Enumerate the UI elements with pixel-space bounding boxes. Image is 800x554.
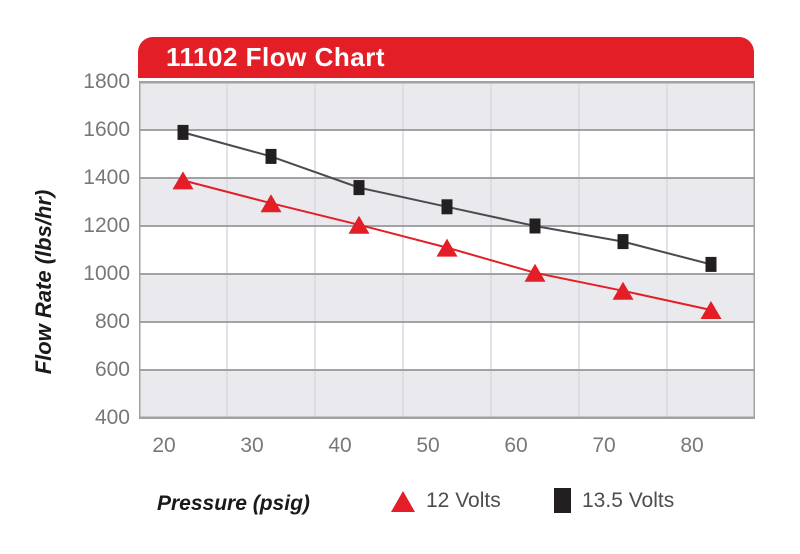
y-tick-label: 1000 <box>83 262 130 285</box>
triangle-data-marker <box>524 263 546 282</box>
x-tick-label: 60 <box>504 434 528 457</box>
square-data-marker <box>177 124 189 140</box>
y-tick-label: 400 <box>94 406 130 429</box>
plot-band <box>139 274 755 322</box>
triangle-marker-icon <box>391 490 415 512</box>
square-data-marker <box>353 180 365 196</box>
x-tick-label: 20 <box>152 434 176 457</box>
plot-area <box>139 81 755 419</box>
x-tick-label: 80 <box>680 434 704 457</box>
x-axis-title: Pressure (psig) <box>157 492 310 515</box>
x-tick-label: 70 <box>592 434 616 457</box>
legend-item-13-5-volts: 13.5 Volts <box>554 488 674 513</box>
y-tick-label: 1400 <box>83 166 130 189</box>
plot-band <box>139 322 755 370</box>
y-axis-title: Flow Rate (lbs/hr) <box>31 189 56 375</box>
chart-title: 11102 Flow Chart <box>166 42 385 72</box>
y-tick-label: 1600 <box>83 118 130 141</box>
square-data-marker <box>441 199 453 215</box>
triangle-data-marker <box>172 171 194 190</box>
plot-band <box>139 130 755 178</box>
triangle-data-marker <box>260 194 282 213</box>
chart-title-banner: 11102 Flow Chart <box>138 37 754 78</box>
legend-label-13-5-volts: 13.5 Volts <box>582 488 675 512</box>
square-marker-icon <box>554 488 571 513</box>
y-tick-label: 600 <box>94 358 130 381</box>
square-data-marker <box>705 256 717 272</box>
square-data-marker <box>265 148 277 164</box>
x-tick-label: 30 <box>240 434 264 457</box>
triangle-data-marker <box>348 215 370 234</box>
y-tick-label: 1200 <box>83 214 130 237</box>
triangle-data-marker <box>612 281 634 300</box>
plot-band <box>139 82 755 130</box>
y-tick-label: 800 <box>94 310 130 333</box>
legend-item-12-volts: 12 Volts <box>391 489 501 513</box>
square-data-marker <box>617 234 629 250</box>
x-tick-label: 50 <box>416 434 440 457</box>
square-data-marker <box>529 218 541 234</box>
y-tick-label: 1800 <box>83 70 130 93</box>
x-tick-label: 40 <box>328 434 352 457</box>
legend-label-12-volts: 12 Volts <box>426 489 501 512</box>
plot-svg <box>139 81 755 419</box>
triangle-data-marker <box>436 238 458 257</box>
plot-band <box>139 370 755 418</box>
triangle-data-marker <box>700 301 722 319</box>
plot-border <box>139 82 755 418</box>
